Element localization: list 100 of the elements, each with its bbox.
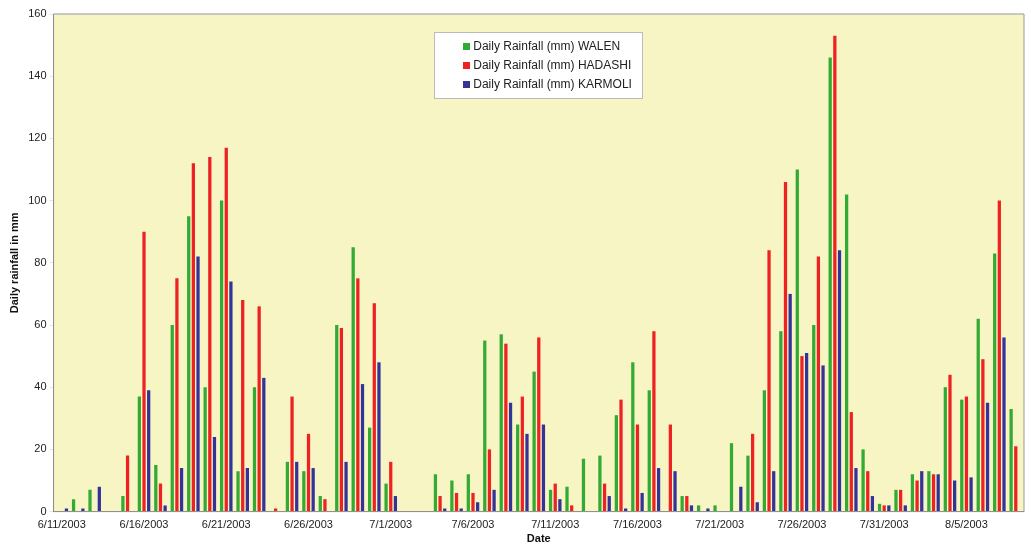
bar	[739, 486, 743, 512]
bar	[302, 471, 306, 512]
y-tick-label: 120	[28, 131, 47, 144]
bar	[861, 449, 865, 512]
bar	[147, 390, 151, 512]
bar	[520, 396, 524, 512]
bar	[335, 325, 339, 512]
bar	[290, 396, 294, 512]
bar	[438, 496, 442, 512]
bar	[882, 505, 886, 512]
bar	[981, 359, 985, 512]
bar	[476, 502, 480, 512]
bar	[125, 455, 130, 512]
y-tick-label: 100	[28, 193, 47, 206]
bar	[997, 200, 1001, 512]
bar	[537, 337, 541, 512]
bar	[483, 340, 487, 512]
bar	[71, 499, 76, 512]
bar	[187, 216, 191, 512]
bar	[570, 505, 574, 512]
x-tick-label: 7/31/2003	[859, 518, 909, 531]
bar	[121, 496, 125, 512]
bar	[64, 508, 69, 512]
bar	[993, 253, 997, 512]
bar	[191, 163, 195, 512]
bar	[154, 464, 158, 512]
bar	[97, 486, 101, 512]
bar	[558, 499, 562, 512]
bar	[915, 480, 919, 512]
bar	[318, 496, 322, 512]
bar	[652, 331, 656, 512]
bar	[285, 461, 290, 512]
bar	[344, 461, 348, 512]
bar	[351, 247, 355, 512]
bar	[1009, 408, 1013, 512]
bar	[746, 455, 750, 512]
bar	[229, 281, 233, 512]
bar	[295, 461, 299, 512]
bar	[631, 362, 635, 512]
bar	[870, 496, 875, 512]
bar	[788, 293, 792, 512]
bar	[175, 278, 179, 512]
bar	[311, 468, 315, 512]
bar	[208, 157, 212, 512]
bar	[541, 424, 546, 512]
bar	[783, 181, 788, 512]
bar	[236, 471, 240, 512]
bar	[812, 325, 816, 512]
bar	[854, 468, 858, 512]
bar	[828, 57, 832, 512]
bar	[492, 489, 496, 512]
y-tick-label: 0	[40, 504, 47, 517]
bar	[866, 471, 870, 512]
x-tick-label: 7/26/2003	[777, 518, 827, 531]
bar	[212, 436, 217, 512]
x-tick-label: 6/16/2003	[119, 518, 169, 531]
bar	[532, 371, 536, 512]
bar	[356, 278, 360, 512]
bar	[624, 508, 628, 512]
legend-label: Daily Rainfall (mm) WALEN	[473, 38, 621, 55]
bar	[137, 396, 141, 512]
bar	[800, 356, 804, 512]
bar	[647, 390, 651, 512]
bar	[323, 499, 327, 512]
bar	[499, 334, 503, 512]
legend-label: Daily Rainfall (mm) KARMOLI	[473, 76, 632, 93]
bar	[927, 471, 931, 512]
bar	[581, 458, 586, 512]
y-tick-label: 40	[34, 380, 47, 393]
y-tick-label: 60	[34, 318, 47, 331]
bar	[680, 496, 684, 512]
bar	[767, 250, 771, 512]
bar	[339, 328, 344, 512]
bar	[487, 449, 492, 512]
bar	[196, 256, 200, 512]
bar	[619, 399, 623, 512]
bar	[607, 496, 611, 512]
bar	[158, 483, 163, 512]
bar	[471, 492, 475, 512]
y-axis-title: Daily rainfall in mm	[7, 212, 20, 314]
x-tick-label: 6/21/2003	[201, 518, 251, 531]
bar	[262, 377, 266, 512]
bar	[224, 147, 228, 512]
x-tick-label: 6/26/2003	[284, 518, 333, 531]
bar	[833, 35, 837, 512]
x-tick-label: 7/21/2003	[695, 518, 745, 531]
bar	[565, 486, 569, 512]
bar	[88, 489, 92, 512]
bar	[170, 325, 174, 512]
bar	[969, 477, 973, 512]
bar	[845, 194, 849, 512]
bar	[384, 483, 388, 512]
bar	[673, 471, 677, 512]
bar	[936, 474, 940, 512]
bar	[729, 443, 734, 512]
bar	[953, 480, 957, 512]
bar	[685, 496, 689, 512]
y-tick-label: 80	[34, 255, 47, 268]
bar	[602, 483, 607, 512]
x-tick-label: 7/16/2003	[613, 518, 662, 531]
